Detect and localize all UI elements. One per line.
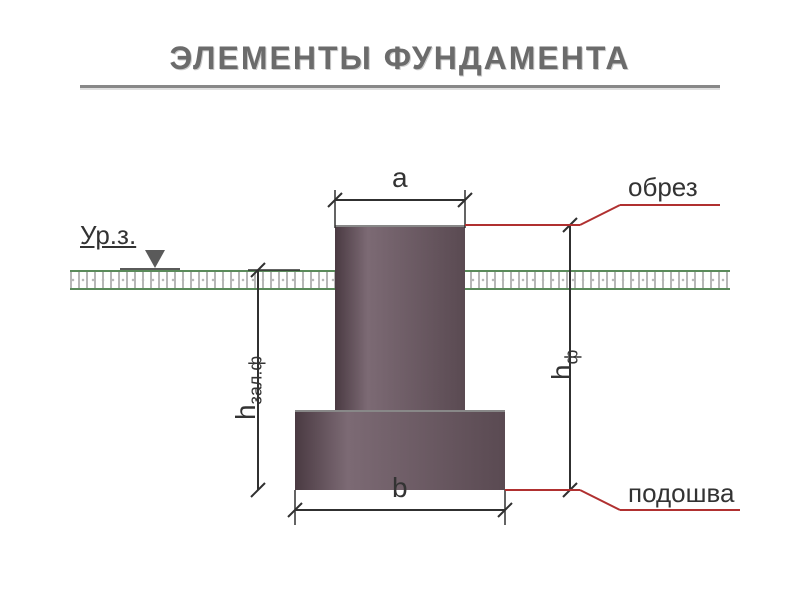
dimension-b-label: b — [392, 472, 408, 504]
dimension-a-label: a — [392, 162, 408, 194]
foundation-stem — [335, 225, 465, 410]
title-underline — [80, 85, 720, 88]
ground-level-label: Ур.з. — [80, 220, 136, 251]
diagram: Ур.з. a b hзал.ф hф — [0, 150, 800, 570]
dimension-h-left-label: hзал.ф — [230, 356, 267, 420]
dimension-h-right-label: hф — [546, 350, 583, 380]
callout-top-label: обрез — [628, 172, 698, 203]
page-title: ЭЛЕМЕНТЫ ФУНДАМЕНТА — [0, 0, 800, 77]
callout-bottom-label: подошва — [628, 478, 734, 509]
ground-level-marker-line — [120, 268, 180, 270]
ground-level-marker-icon — [145, 250, 165, 268]
